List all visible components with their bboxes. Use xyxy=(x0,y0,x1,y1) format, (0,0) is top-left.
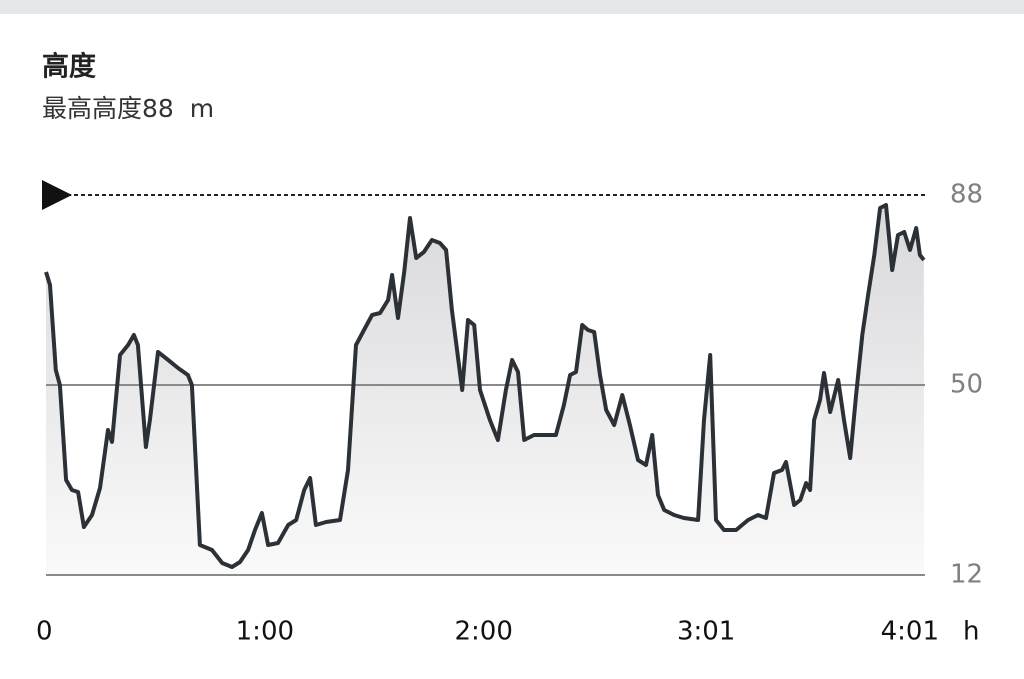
max-marker xyxy=(42,180,72,210)
subtitle: 最高高度88 m xyxy=(42,94,214,123)
x-tick-label: 3:01 xyxy=(677,617,735,647)
x-tick-label: 4:01 xyxy=(881,617,939,647)
x-unit: h xyxy=(963,617,979,647)
y-tick-label: 88 xyxy=(950,180,983,210)
x-tick-label: 0 xyxy=(36,617,53,647)
x-tick-label: 1:00 xyxy=(236,617,294,647)
chart-title: 高度 xyxy=(42,51,96,83)
top-bar xyxy=(0,0,1024,14)
x-tick-label: 2:00 xyxy=(454,617,512,647)
line xyxy=(44,203,926,569)
y-tick-label: 50 xyxy=(950,370,983,400)
y-tick-label: 12 xyxy=(950,560,983,590)
area xyxy=(46,205,924,575)
